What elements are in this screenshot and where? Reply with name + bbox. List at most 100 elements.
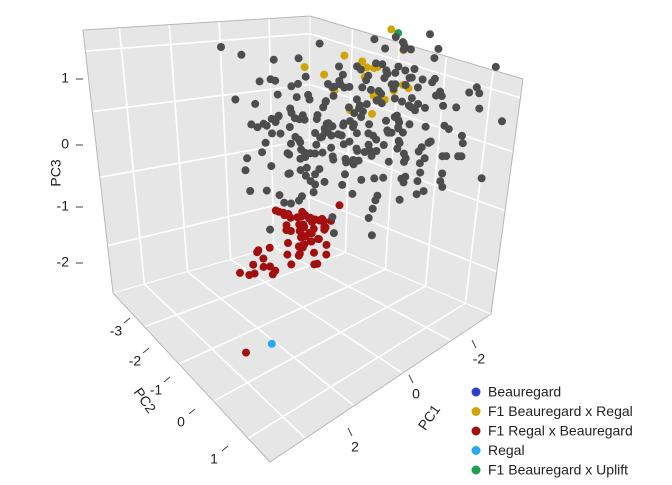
data-point-other — [329, 229, 338, 238]
box-edge — [112, 292, 271, 463]
data-point-f1-beauregard-x-regal — [340, 51, 349, 60]
data-point-other — [400, 157, 408, 166]
data-point-other — [367, 231, 376, 240]
data-point-other — [301, 171, 310, 180]
grid-line-z — [92, 83, 310, 113]
data-point-other — [318, 148, 327, 157]
data-point-other — [320, 124, 329, 133]
data-point-other — [401, 66, 410, 75]
data-point-f1-beauregard-x-regal — [358, 57, 367, 66]
data-point-f1-regal-x-beauregard — [298, 241, 306, 250]
data-point-other — [346, 117, 354, 126]
data-point-other — [350, 109, 359, 118]
data-point-other — [372, 59, 380, 68]
data-point-other — [475, 89, 484, 98]
data-point-f1-regal-x-beauregard — [294, 251, 303, 260]
data-point-f1-regal-x-beauregard — [286, 227, 295, 235]
data-point-other — [294, 79, 302, 88]
data-point-other — [374, 96, 382, 105]
data-point-f1-beauregard-x-regal — [300, 63, 309, 72]
grid-line-z — [107, 196, 310, 247]
box-edge — [82, 15, 311, 31]
data-point-other — [246, 187, 255, 195]
data-point-other — [374, 87, 383, 95]
data-point-other — [491, 62, 500, 71]
data-point-other — [394, 123, 403, 132]
data-point-other — [472, 83, 481, 92]
data-point-other — [311, 180, 320, 189]
data-point-other — [315, 165, 324, 174]
data-point-f1-regal-x-beauregard — [259, 254, 268, 263]
data-point-other — [397, 174, 406, 183]
data-point-other — [280, 198, 289, 207]
data-point-other — [357, 113, 366, 121]
data-point-other — [231, 95, 240, 104]
data-point-other — [268, 129, 276, 138]
z-tick-label: 1 — [61, 70, 69, 86]
data-point-other — [344, 103, 353, 112]
legend-label-3: Regal — [488, 442, 525, 458]
data-point-other — [414, 100, 423, 108]
data-point-other — [407, 103, 416, 112]
data-point-other — [319, 103, 328, 112]
box-edge — [490, 78, 524, 315]
data-point-other — [367, 151, 376, 160]
data-point-other — [421, 122, 430, 131]
legend-swatch-1 — [471, 407, 481, 416]
data-point-other — [298, 111, 307, 120]
data-point-other — [370, 174, 379, 183]
data-point-other — [398, 38, 407, 47]
data-point-other — [297, 145, 306, 154]
data-point-f1-regal-x-beauregard — [271, 206, 280, 215]
data-point-other — [338, 70, 347, 79]
data-point-other — [292, 93, 301, 102]
data-point-other — [327, 143, 336, 152]
y-tick — [123, 317, 131, 324]
data-point-other — [258, 148, 267, 157]
data-point-other — [465, 88, 474, 97]
data-point-other — [382, 67, 391, 76]
data-point-other — [267, 162, 276, 171]
floor-grid-line — [143, 283, 306, 439]
z-tick-label: 0 — [61, 136, 69, 152]
data-point-other — [287, 199, 295, 208]
data-point-other — [273, 90, 282, 99]
data-point-other — [415, 159, 424, 168]
data-point-other — [362, 76, 371, 85]
data-point-other — [394, 62, 403, 71]
data-point-f1-regal-x-beauregard — [254, 246, 263, 255]
data-point-other — [311, 149, 320, 158]
data-point-other — [401, 81, 410, 89]
data-point-other — [296, 154, 305, 163]
data-point-other — [352, 129, 361, 138]
data-point-other — [368, 204, 377, 213]
data-point-other — [381, 44, 390, 53]
data-point-other — [421, 103, 429, 112]
data-point-other — [348, 189, 357, 198]
y-tick-label: 1 — [210, 451, 218, 467]
data-point-f1-regal-x-beauregard — [236, 268, 244, 277]
data-point-other — [298, 192, 306, 201]
data-point-f1-regal-x-beauregard — [313, 259, 322, 268]
floor-grid-line — [213, 285, 426, 402]
data-point-other — [412, 190, 421, 199]
data-point-other — [294, 54, 303, 63]
data-point-other — [341, 170, 349, 179]
data-point-f1-regal-x-beauregard — [305, 228, 314, 237]
grid-line-z — [308, 196, 498, 273]
y-tick-label: -2 — [129, 353, 142, 369]
data-point-other — [370, 35, 379, 44]
x-tick — [471, 339, 477, 349]
data-point-other — [371, 196, 380, 205]
box-edge — [309, 15, 524, 80]
grid-line-y — [118, 27, 146, 285]
legend-label-4: F1 Beauregard x Uplift — [488, 462, 628, 478]
data-point-other — [237, 50, 246, 59]
data-point-other — [251, 99, 260, 108]
data-point-other — [311, 129, 320, 137]
data-point-other — [395, 195, 404, 204]
data-point-regal — [267, 339, 276, 348]
data-point-other — [416, 168, 425, 177]
data-point-other — [420, 154, 429, 163]
data-point-other — [269, 55, 278, 64]
